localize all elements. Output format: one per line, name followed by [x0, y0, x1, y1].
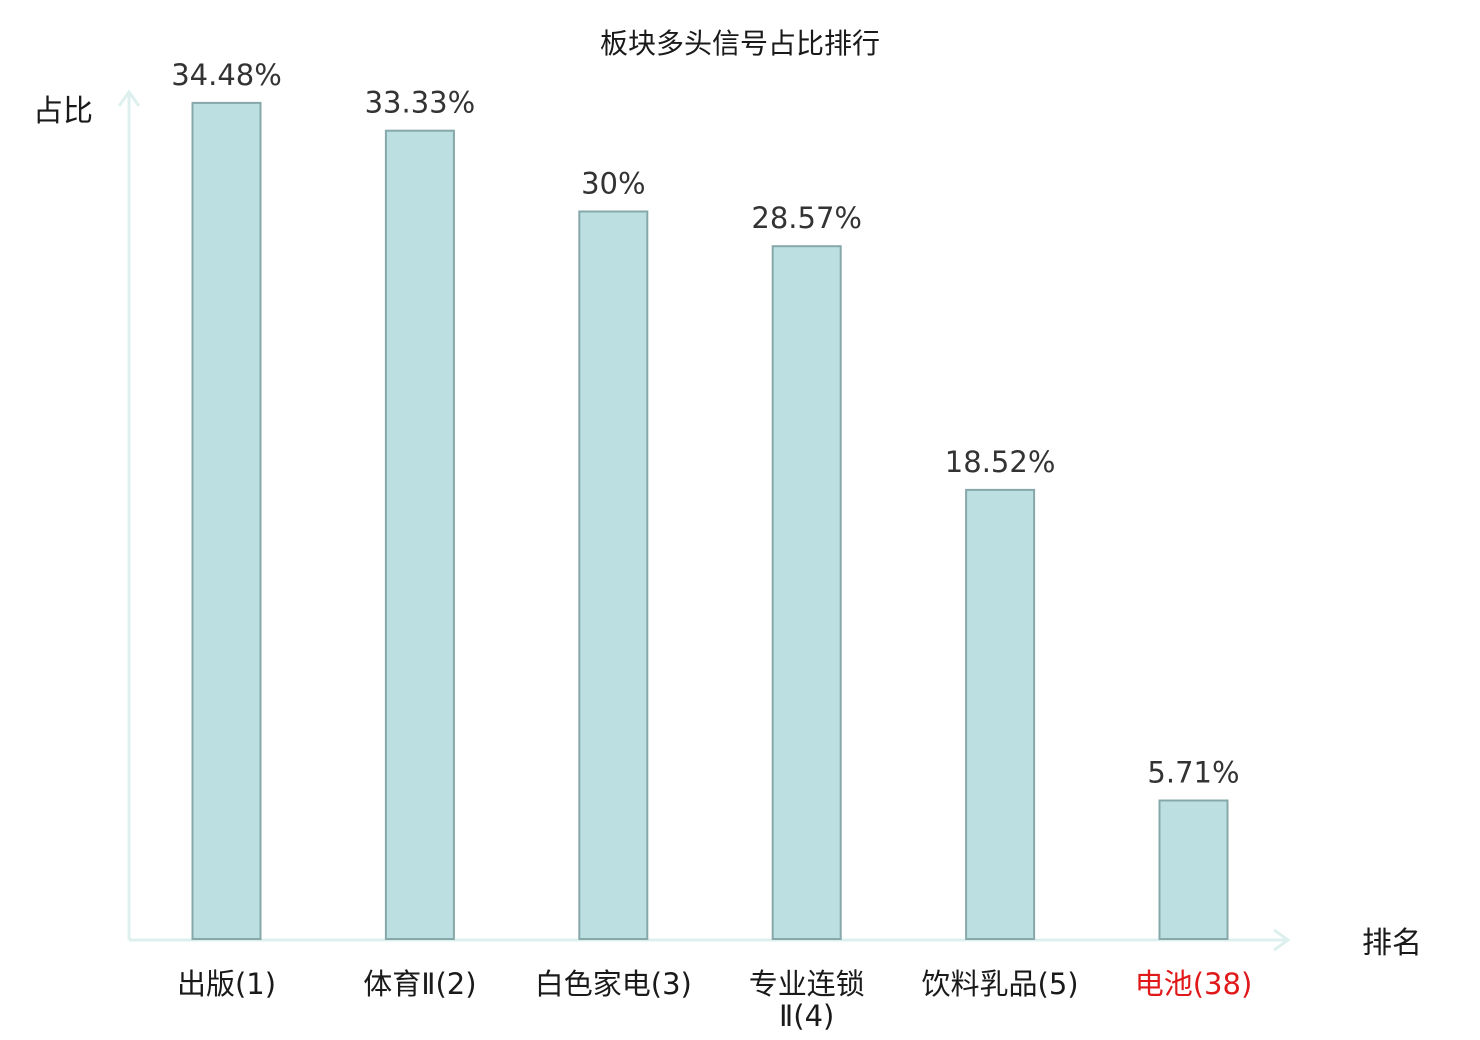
bar-2 — [578, 210, 649, 940]
bar-0 — [191, 101, 262, 940]
chart-title: 板块多头信号占比排行 — [600, 27, 880, 60]
x-axis — [129, 928, 1291, 952]
value-label-2: 30% — [581, 167, 645, 201]
bar-4 — [965, 488, 1036, 940]
x-axis-label: 排名 — [1362, 926, 1422, 961]
x-axis-arrow — [1273, 928, 1291, 952]
category-label-5: 电池(38) — [1135, 967, 1253, 1001]
value-labels: 34.48% 33.33% 30% 28.57% 18.52% 5.71% — [171, 58, 1239, 790]
category-label-3-line-0: 专业连锁 — [749, 967, 865, 1001]
value-label-1: 33.33% — [365, 86, 476, 120]
value-label-3: 28.57% — [751, 201, 862, 235]
value-label-4: 18.52% — [945, 445, 1056, 479]
y-axis — [117, 89, 141, 940]
bar-5 — [1158, 799, 1229, 940]
category-label-0: 出版(1) — [177, 967, 276, 1001]
bar-3 — [771, 245, 842, 940]
y-axis-arrow — [117, 89, 141, 107]
category-label-4: 饮料乳品(5) — [922, 967, 1079, 1001]
category-label-3-line-1: Ⅱ(4) — [779, 999, 834, 1033]
bar-1 — [384, 129, 455, 940]
value-label-0: 34.48% — [171, 58, 282, 92]
value-label-5: 5.71% — [1147, 756, 1239, 790]
category-label-2: 白色家电(3) — [535, 967, 692, 1001]
category-label-1: 体育Ⅱ(2) — [363, 967, 476, 1001]
bar-series — [191, 101, 1229, 940]
y-axis-label: 占比 — [33, 94, 93, 129]
